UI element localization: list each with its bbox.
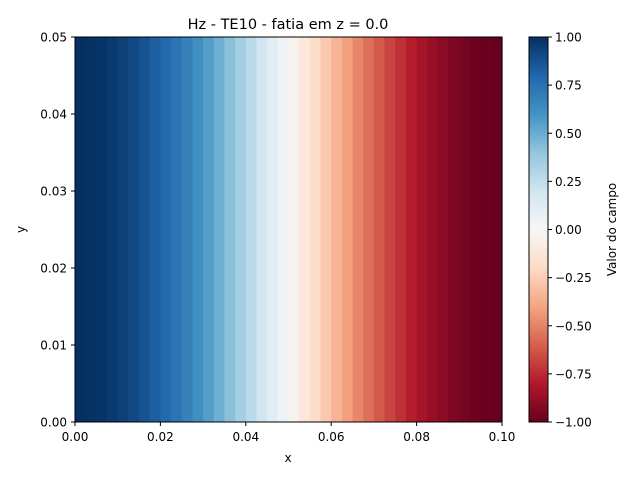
chart-title: Hz - TE10 - fatia em z = 0.0	[188, 17, 389, 33]
colorbar-label: Valor do campo	[605, 183, 619, 276]
heatmap-cell	[309, 37, 322, 422]
heatmap-cell	[288, 37, 300, 422]
heatmap-cell	[224, 37, 236, 422]
x-tick-label: 0.04	[232, 430, 259, 444]
heatmap-cell	[139, 37, 151, 422]
colorbar-tick-label: 0.00	[555, 223, 582, 237]
heatmap-cell	[203, 37, 215, 422]
heatmap-cell	[149, 37, 161, 422]
x-axis: 0.00 0.02 0.04 0.06 0.08 0.10	[62, 422, 516, 444]
y-axis-label: y	[14, 226, 28, 233]
heatmap-cell	[469, 37, 482, 422]
y-tick-label: 0.04	[40, 108, 67, 122]
y-tick-label: 0.05	[40, 31, 67, 45]
heatmap-cell	[448, 37, 460, 422]
colorbar-tick-label: 0.25	[555, 175, 582, 189]
x-tick-label: 0.06	[318, 430, 345, 444]
heatmap-cell	[128, 37, 140, 422]
heatmap-cell	[405, 37, 418, 422]
x-tick-label: 0.08	[403, 430, 430, 444]
heatmap-cell	[480, 37, 492, 422]
heatmap-cell	[256, 37, 268, 422]
heatmap-cell	[277, 37, 290, 422]
heatmap-cell	[491, 37, 503, 422]
heatmap-cell	[352, 37, 364, 422]
heatmap-cell	[416, 37, 428, 422]
heatmap-cell	[213, 37, 226, 422]
heatmap-cell	[267, 37, 279, 422]
heatmap-cell	[320, 37, 332, 422]
heatmap-cell	[192, 37, 204, 422]
x-tick-label: 0.02	[147, 430, 174, 444]
heatmap-cell	[245, 37, 258, 422]
heatmap-plot-area	[75, 37, 503, 422]
heatmap-cell	[85, 37, 97, 422]
heatmap-cell	[181, 37, 194, 422]
y-tick-label: 0.00	[40, 416, 67, 430]
y-tick-label: 0.02	[40, 262, 67, 276]
colorbar-gradient	[529, 37, 548, 422]
y-tick-label: 0.01	[40, 339, 67, 353]
y-axis: 0.00 0.01 0.02 0.03 0.04 0.05	[40, 31, 75, 430]
colorbar: 1.00 0.75 0.50 0.25 0.00 −0.25 −0.50 −0.75 −1.00	[528, 31, 592, 430]
heatmap-cell	[384, 37, 396, 422]
heatmap-cell	[107, 37, 119, 422]
heatmap-cell	[373, 37, 386, 422]
heatmap-cell	[341, 37, 354, 422]
colorbar-tick-label: 0.75	[555, 79, 582, 93]
colorbar-tick-label: −1.00	[555, 416, 592, 430]
colorbar-tick-label: 0.50	[555, 127, 582, 141]
x-tick-label: 0.00	[62, 430, 89, 444]
colorbar-tick-label: −0.25	[555, 271, 592, 285]
x-tick-label: 0.10	[489, 430, 516, 444]
heatmap-cell	[459, 37, 471, 422]
heatmap-cell	[331, 37, 343, 422]
colorbar-tick-label: −0.75	[555, 367, 592, 381]
heatmap-cell	[117, 37, 129, 422]
heatmap-cell	[437, 37, 450, 422]
heatmap-cell	[160, 37, 172, 422]
heatmap-cell	[299, 37, 311, 422]
colorbar-tick-label: −0.50	[555, 319, 592, 333]
heatmap-cell	[235, 37, 247, 422]
heatmap-cell	[96, 37, 108, 422]
y-tick-label: 0.03	[40, 185, 67, 199]
heatmap-cell	[395, 37, 407, 422]
plot-frame	[74, 36, 503, 423]
heatmap-cell	[363, 37, 375, 422]
colorbar-tick-label: 1.00	[555, 31, 582, 45]
heatmap-cell	[75, 37, 87, 422]
heatmap-cell	[171, 37, 183, 422]
x-axis-label: x	[284, 451, 291, 465]
heatmap-cell	[427, 37, 439, 422]
